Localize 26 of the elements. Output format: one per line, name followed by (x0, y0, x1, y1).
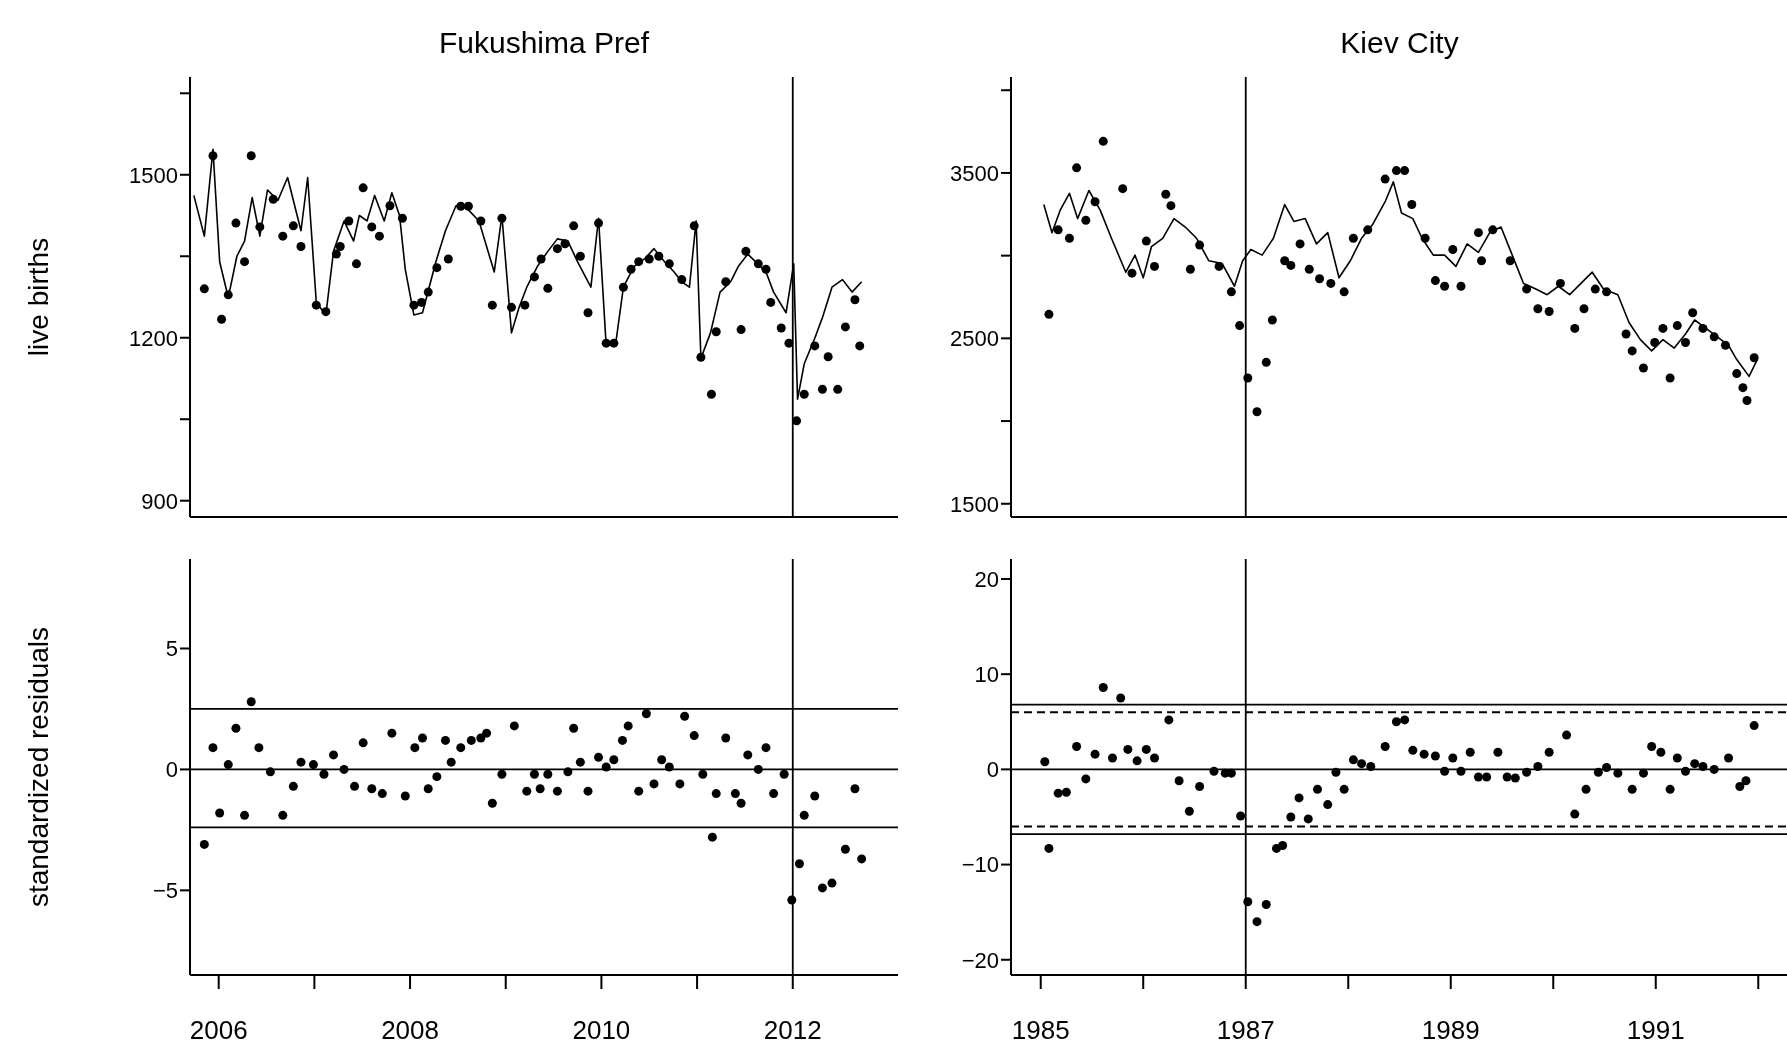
x-tick-label: 1989 (1421, 1015, 1480, 1046)
y-tick-label: 10 (974, 662, 999, 687)
y-tick-label: 20 (974, 566, 999, 592)
y-tick-label: 3500 (950, 160, 999, 186)
y-tick-label: 0 (165, 757, 178, 783)
y-tick-label: −20 (961, 947, 999, 973)
x-tick-label: 1987 (1216, 1015, 1275, 1046)
y-tick-label: 1500 (950, 491, 999, 517)
y-tick-label: 1500 (129, 162, 178, 188)
y-tick-label: 1200 (129, 325, 178, 351)
x-tick-label: 1985 (1011, 1015, 1070, 1046)
y-tick-label: 900 (141, 488, 178, 514)
y-tick-label: 2500 (950, 326, 999, 352)
x-tick-label: 2006 (189, 1015, 248, 1046)
y-tick-label: 5 (165, 636, 178, 662)
chart-title: Fukushima Pref (437, 26, 651, 60)
chart-title: Kiev City (1339, 26, 1460, 60)
x-tick-label: 2010 (572, 1015, 631, 1046)
x-tick-label: 1991 (1626, 1015, 1685, 1046)
x-tick-label: 2012 (763, 1015, 822, 1046)
y-tick-label: −10 (961, 852, 999, 878)
y-axis-title: standardized residuals (22, 626, 54, 908)
x-tick-label: 2008 (381, 1015, 439, 1046)
y-axis-title: live births (22, 237, 54, 357)
y-tick-label: 0 (986, 757, 999, 783)
y-tick-label: −5 (152, 878, 178, 904)
